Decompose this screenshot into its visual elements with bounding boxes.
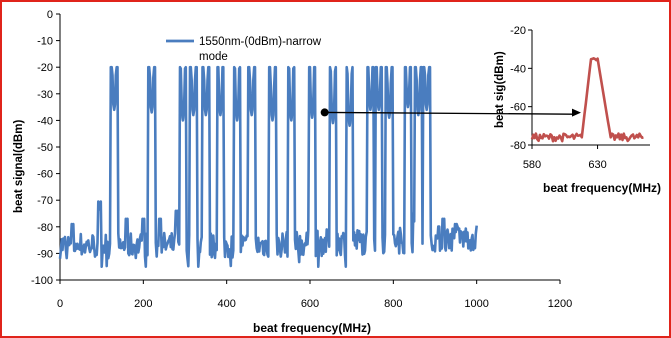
inset-y-tick-label: -80 xyxy=(510,140,526,152)
main-x-tick-label: 1000 xyxy=(464,298,488,310)
main-y-tick-label: -10 xyxy=(37,36,53,48)
main-y-tick-label: -100 xyxy=(31,275,53,287)
main-legend-label: 1550nm-(0dBm)-narrow mode xyxy=(199,36,322,63)
main-x-tick-label: 1200 xyxy=(548,298,572,310)
inset-x-tick-label: 630 xyxy=(588,159,606,171)
main-y-tick-label: -60 xyxy=(37,169,53,181)
main-y-tick-label: -50 xyxy=(37,142,53,154)
inset-x-axis-label: beat frequency(MHz) xyxy=(543,181,661,195)
main-x-tick-label: 600 xyxy=(301,298,319,310)
main-y-tick-label: -20 xyxy=(37,62,53,74)
main-x-tick-label: 0 xyxy=(57,298,63,310)
annotation-arrowhead xyxy=(571,108,581,117)
main-y-tick-label: -40 xyxy=(37,115,53,127)
inset-x-tick-label: 580 xyxy=(523,159,541,171)
inset-series-line xyxy=(530,57,644,143)
main-y-axis-label: beat signal(dBm) xyxy=(13,120,25,213)
inset-y-tick-label: -60 xyxy=(510,102,526,114)
main-y-tick-label: -90 xyxy=(37,248,53,260)
main-y-tick-label: -30 xyxy=(37,89,53,101)
main-y-tick-label: -70 xyxy=(37,195,53,207)
main-x-axis-label: beat frequency(MHz) xyxy=(253,321,371,335)
inset-y-tick-label: -20 xyxy=(510,25,526,37)
main-y-tick-label: -80 xyxy=(37,222,53,234)
inset-y-axis-label: beat sig(dBm) xyxy=(494,51,506,128)
main-x-tick-label: 200 xyxy=(134,298,152,310)
main-y-tick-label: 0 xyxy=(47,9,53,21)
main-y-ticks: 0 -10 -20 -30 -40 -50 -60 -70 -80 -90 -100 xyxy=(31,9,60,287)
inset-x-ticks: 580 630 xyxy=(523,145,607,171)
main-chart: 0 -10 -20 -30 -40 -50 -60 -70 -80 -90 -100 0 200 400… xyxy=(13,9,581,335)
inset-y-ticks: -20 -40 -60 -80 xyxy=(510,25,532,152)
main-x-tick-label: 400 xyxy=(217,298,235,310)
main-x-ticks: 0 200 400 600 800 1000 1200 xyxy=(57,280,572,310)
main-x-tick-label: 800 xyxy=(384,298,402,310)
main-series-line xyxy=(58,65,478,268)
inset-y-tick-label: -40 xyxy=(510,63,526,75)
inset-chart: -20-40-60-80 580 630 beat frequency(MHz) … xyxy=(494,25,661,195)
